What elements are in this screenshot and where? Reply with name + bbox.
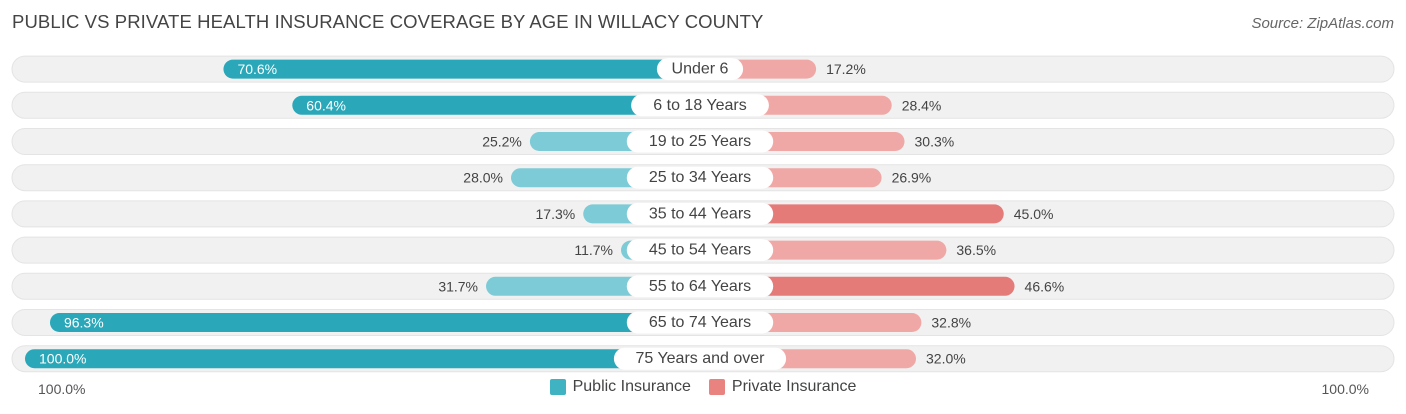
category-label-pill	[613, 347, 787, 370]
legend-item-private: Private Insurance	[708, 378, 857, 396]
private-value-label: 28.4%	[902, 97, 942, 113]
public-value-label: 17.3%	[536, 206, 576, 222]
public-value-label: 70.6%	[237, 61, 277, 77]
legend-swatch-private	[708, 379, 725, 395]
category-label: 35 to 44 Years	[649, 205, 751, 222]
category-label: 65 to 74 Years	[649, 314, 751, 331]
private-value-label: 17.2%	[826, 61, 866, 77]
public-value-label: 11.7%	[574, 242, 613, 258]
public-value-label: 60.4%	[306, 97, 346, 113]
category-label-pill	[631, 94, 769, 117]
public-bar	[292, 95, 700, 115]
category-label-pill	[626, 239, 774, 262]
private-value-label: 32.8%	[931, 315, 971, 331]
legend: Public Insurance Private Insurance	[0, 378, 1406, 396]
public-bar	[25, 349, 700, 369]
public-bar	[223, 59, 700, 79]
category-label-pill	[626, 275, 774, 298]
category-label-pill	[626, 311, 774, 334]
category-label: 25 to 34 Years	[649, 169, 751, 186]
private-value-label: 45.0%	[1014, 206, 1054, 222]
category-label: 45 to 54 Years	[649, 242, 751, 259]
category-label-pill	[626, 130, 774, 153]
chart-title: PUBLIC VS PRIVATE HEALTH INSURANCE COVER…	[12, 11, 764, 32]
legend-swatch-public	[549, 379, 566, 395]
public-value-label: 31.7%	[438, 278, 478, 294]
private-value-label: 32.0%	[926, 351, 966, 367]
private-value-label: 26.9%	[892, 170, 932, 186]
private-value-label: 30.3%	[915, 134, 955, 150]
category-label: 6 to 18 Years	[653, 97, 746, 114]
source-label: Source: ZipAtlas.com	[1251, 15, 1394, 32]
category-label: Under 6	[672, 61, 729, 78]
private-value-label: 36.5%	[956, 242, 996, 258]
category-label-pill	[656, 58, 744, 81]
category-label-pill	[626, 166, 774, 189]
private-bar	[700, 276, 1015, 296]
category-label: 19 to 25 Years	[649, 133, 751, 150]
private-value-label: 46.6%	[1025, 278, 1065, 294]
public-value-label: 25.2%	[482, 134, 522, 150]
category-label: 75 Years and over	[636, 350, 766, 367]
public-value-label: 96.3%	[64, 315, 104, 331]
public-value-label: 28.0%	[463, 170, 503, 186]
private-bar	[700, 204, 1004, 224]
category-label-pill	[626, 202, 774, 225]
legend-item-public: Public Insurance	[549, 378, 691, 396]
chart-canvas: 70.6% 17.2% Under 6 60.4% 28.4% 6 to 18 Years…	[11, 55, 1395, 373]
legend-label-private: Private Insurance	[731, 378, 857, 395]
axis-right-label: 100.0%	[1321, 381, 1369, 397]
public-bar	[49, 313, 701, 332]
public-value-label: 100.0%	[39, 351, 86, 367]
legend-label-public: Public Insurance	[572, 378, 691, 395]
axis-left-label: 100.0%	[38, 381, 86, 397]
category-label: 55 to 64 Years	[649, 278, 751, 295]
